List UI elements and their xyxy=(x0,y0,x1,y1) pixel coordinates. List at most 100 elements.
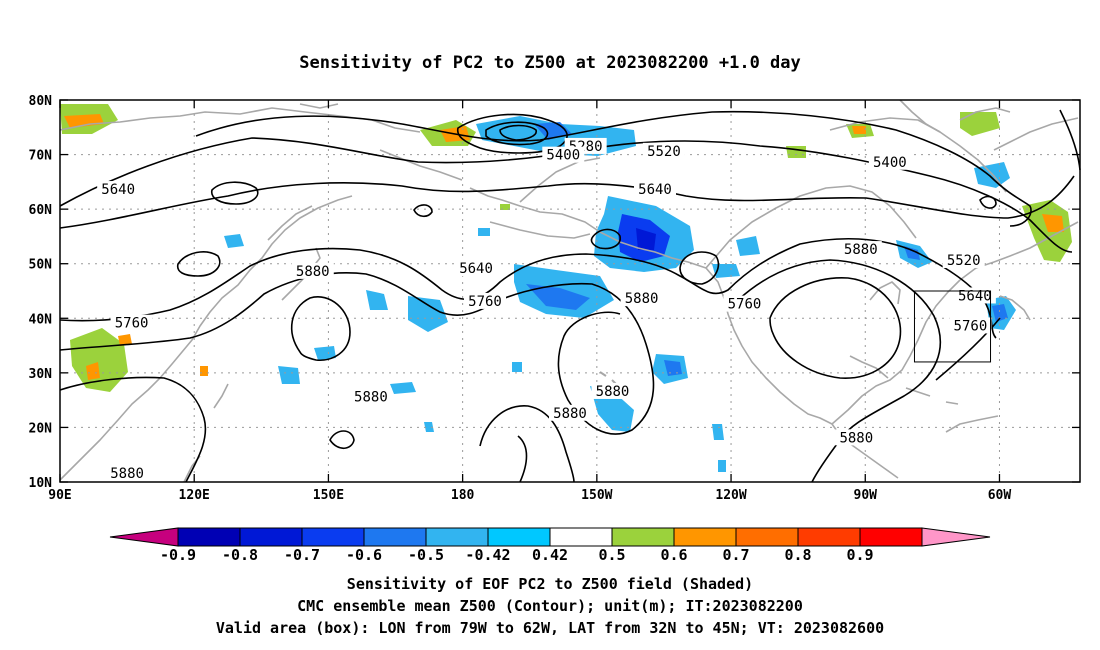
contour-label-bg xyxy=(634,181,676,198)
lat-label: 60N xyxy=(29,203,53,218)
sensitivity-patch xyxy=(664,360,682,376)
contour-5880-west xyxy=(59,272,655,435)
contour-closed-6 xyxy=(329,430,355,450)
colorbar-swatch xyxy=(735,527,799,547)
colorbar-label: -0.5 xyxy=(408,546,444,564)
lat-label: 30N xyxy=(29,367,53,382)
sensitivity-patch xyxy=(390,382,416,394)
sensitivity-patch xyxy=(314,346,336,360)
contour-label-bg xyxy=(839,241,882,258)
contour-label: 5880 xyxy=(110,466,144,482)
contour-label: 5640 xyxy=(459,261,493,277)
sensitivity-patch xyxy=(1042,214,1064,232)
sensitivity-patch xyxy=(224,234,244,248)
contour-label-bg xyxy=(542,146,585,163)
contour-label-bg xyxy=(549,404,591,421)
colorbar-label: 0.6 xyxy=(660,546,687,564)
contour-label: 5760 xyxy=(954,318,988,334)
contour-label-bg xyxy=(591,382,634,399)
lat-label: 70N xyxy=(29,149,53,164)
contour-label-bg xyxy=(642,142,685,159)
contour-label: 5640 xyxy=(638,182,672,198)
colorbar-swatch xyxy=(177,527,241,547)
contour-label: 5640 xyxy=(101,182,135,198)
contour-label: 5520 xyxy=(947,253,981,269)
contour-5880-high-west xyxy=(291,296,351,361)
figure-title: Sensitivity of PC2 to Z500 at 2023082200… xyxy=(299,53,801,73)
contour-5760-coast xyxy=(935,317,1001,381)
valid-area-box xyxy=(913,290,992,363)
latitude-labels: 80N 70N 60N 50N 40N 30N 20N 10N xyxy=(29,94,53,491)
sensitivity-patch xyxy=(424,422,434,432)
sensitivity-patch xyxy=(408,296,448,332)
lon-label: 150W xyxy=(581,488,612,503)
lon-label: 90E xyxy=(48,488,71,503)
contour-5760 xyxy=(59,238,997,339)
sensitivity-patch xyxy=(118,334,132,346)
contour-closed-3 xyxy=(590,228,621,250)
colorbar-swatch xyxy=(673,527,737,547)
sensitivity-patch xyxy=(786,146,806,158)
lat-lon-grid xyxy=(60,100,1080,482)
contour-label-bg xyxy=(97,181,140,198)
sensitivity-patch xyxy=(70,328,128,392)
sensitivity-patch xyxy=(718,460,726,472)
contour-label: 5880 xyxy=(553,406,587,422)
contour-closed-7 xyxy=(979,195,997,209)
contour-label: 5880 xyxy=(844,242,878,258)
colorbar xyxy=(109,527,991,547)
contour-label-bg xyxy=(464,292,506,309)
sensitivity-patch xyxy=(712,264,740,278)
sensitivity-patch xyxy=(200,366,208,376)
contour-label-bg xyxy=(942,251,985,268)
colorbar-swatch xyxy=(425,527,489,547)
colorbar-label: -0.7 xyxy=(284,546,320,564)
colorbar-label: 0.8 xyxy=(784,546,811,564)
contour-closed-5 xyxy=(413,204,433,218)
sensitivity-patch xyxy=(526,284,590,310)
sensitivity-patch xyxy=(278,366,300,384)
contour-label-bg xyxy=(949,317,992,334)
colorbar-label: -0.8 xyxy=(222,546,258,564)
contour-label: 5400 xyxy=(873,155,907,171)
contour-5880-southwest xyxy=(59,376,207,483)
contour-label-bg xyxy=(110,314,153,331)
colorbar-label: 0.42 xyxy=(532,546,568,564)
contour-label: 5760 xyxy=(115,316,149,332)
lon-label: 150E xyxy=(313,488,344,503)
sensitivity-patch xyxy=(1022,200,1072,262)
colorbar-label: -0.42 xyxy=(465,546,510,564)
contour-label: 5640 xyxy=(958,288,992,304)
colorbar-label: -0.6 xyxy=(346,546,382,564)
axis-ticks xyxy=(59,99,1080,483)
contour-5520 xyxy=(59,137,1073,253)
contour-label-bg xyxy=(620,290,663,307)
contour-label-bg xyxy=(291,262,334,279)
contour-low-center xyxy=(499,124,537,141)
contour-label: 5880 xyxy=(625,291,659,307)
contour-label-bg xyxy=(455,260,498,277)
sensitivity-patch xyxy=(852,126,866,134)
contour-5640-north xyxy=(59,175,1075,229)
sensitivity-patch xyxy=(478,228,490,236)
colorbar-label: 0.5 xyxy=(598,546,625,564)
longitude-labels: 90E 120E 150E 180 150W 120W 90W 60W xyxy=(48,488,1011,503)
footer-line-2: CMC ensemble mean Z500 (Contour); unit(m… xyxy=(297,597,803,615)
map-frame xyxy=(59,99,1081,483)
sensitivity-patch xyxy=(992,304,1008,322)
sensitivity-patch xyxy=(500,204,510,210)
contour-closed-2 xyxy=(176,251,221,277)
contour-label-bg xyxy=(349,388,392,405)
lon-label: 60W xyxy=(988,488,1012,503)
contour-5280-inner xyxy=(485,121,549,146)
contour-label-bg xyxy=(106,464,149,481)
colorbar-labels: -0.9 -0.8 -0.7 -0.6 -0.5 -0.42 0.42 0.5 0.6 0.7 0.… xyxy=(160,546,874,564)
sensitivity-patch xyxy=(712,424,724,440)
sensitivity-patch xyxy=(960,112,1000,136)
contour-label: 5760 xyxy=(468,294,502,310)
contour-label: 5520 xyxy=(647,144,681,160)
contour-label: 5880 xyxy=(839,430,873,446)
